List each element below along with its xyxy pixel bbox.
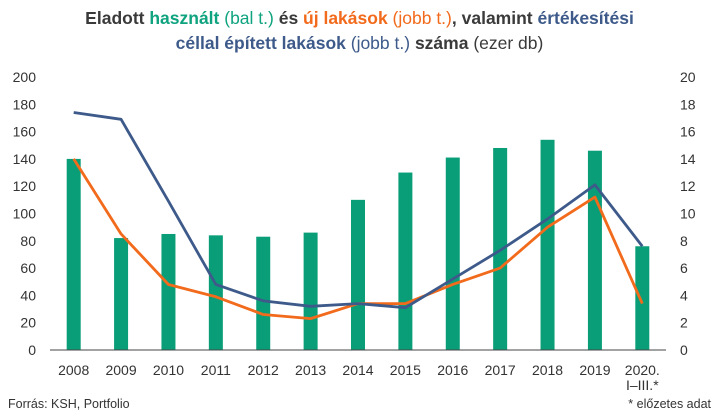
right-axis-tick-label: 2	[680, 315, 688, 331]
bar-used-homes	[66, 158, 81, 350]
left-axis-tick-label: 60	[20, 260, 36, 276]
x-axis-tick-label: 2017	[485, 362, 516, 378]
left-axis-tick-label: 180	[13, 96, 37, 112]
preliminary-note: * előzetes adat	[628, 397, 711, 411]
chart-title-line-1: Eladott használt (bal t.) és új lakások …	[0, 6, 719, 31]
x-axis-tick-label: 2020. I–III.*	[625, 362, 660, 393]
title-line1-segment-1: használt	[149, 8, 220, 28]
x-axis-tick-label: 2016	[437, 362, 468, 378]
bar-used-homes	[351, 199, 365, 350]
left-axis-tick-label: 100	[13, 206, 37, 222]
left-axis-tick-label: 120	[13, 178, 37, 194]
x-axis-tick-label: 2015	[390, 362, 421, 378]
x-axis-tick-label: 2008	[58, 362, 89, 378]
title-line1-segment-0: Eladott	[85, 8, 150, 28]
chart-title-line-2: céllal épített lakások (jobb t.) száma (…	[0, 31, 719, 56]
left-axis-tick-label: 80	[20, 233, 36, 249]
title-line1-segment-3: és	[273, 8, 304, 28]
right-axis-tick-label: 18	[680, 96, 696, 112]
right-axis-tick-label: 14	[680, 151, 696, 167]
bar-used-homes	[445, 157, 460, 350]
title-line2-segment-0: céllal épített lakások	[175, 33, 346, 53]
right-axis-tick-label: 12	[680, 178, 696, 194]
bar-used-homes	[303, 232, 318, 350]
bar-used-homes	[635, 246, 650, 350]
title-line1-segment-4: új lakások	[303, 8, 388, 28]
source-note: Forrás: KSH, Portfolio	[8, 397, 130, 411]
right-axis-tick-label: 8	[680, 233, 688, 249]
left-axis-tick-label: 0	[28, 342, 36, 358]
right-axis-tick-label: 4	[680, 287, 688, 303]
title-line2-segment-1: (jobb t.)	[345, 33, 411, 53]
bar-used-homes	[208, 235, 223, 350]
bar-used-homes	[398, 172, 413, 350]
right-axis-tick-label: 10	[680, 206, 696, 222]
right-axis-tick-label: 16	[680, 124, 696, 140]
title-line1-segment-2: (bal t.)	[219, 8, 274, 28]
bar-used-homes	[587, 150, 602, 350]
x-axis-tick-label: 2018	[532, 362, 563, 378]
x-axis-tick-label: 2012	[248, 362, 279, 378]
x-axis-tick-label: 2014	[342, 362, 373, 378]
title-line1-segment-5: (jobb t.)	[387, 8, 452, 28]
left-axis-tick-label: 20	[20, 315, 36, 331]
x-axis-tick-label: 2010	[153, 362, 184, 378]
bar-used-homes	[161, 233, 176, 350]
title-line1-segment-6: , valamint	[451, 8, 538, 28]
x-axis-tick-label: 2011	[201, 362, 231, 378]
title-line2-segment-3: (ezer db)	[468, 33, 544, 53]
bar-used-homes	[256, 236, 271, 350]
left-axis-tick-label: 200	[13, 69, 37, 85]
bar-used-homes	[114, 238, 129, 350]
right-axis-tick-label: 20	[680, 69, 696, 85]
bar-used-homes	[540, 139, 555, 350]
title-line1-segment-7: értékesítési	[537, 8, 634, 28]
right-axis-tick-label: 6	[680, 260, 688, 276]
x-axis-tick-label: 2009	[105, 362, 136, 378]
title-line2-segment-2: száma	[410, 33, 469, 53]
left-axis-tick-label: 140	[13, 151, 37, 167]
chart-title: Eladott használt (bal t.) és új lakások …	[0, 6, 719, 56]
x-axis-tick-label: 2013	[295, 362, 326, 378]
left-axis-tick-label: 160	[13, 124, 37, 140]
right-axis-tick-label: 0	[680, 342, 688, 358]
x-axis-tick-label: 2019	[579, 362, 610, 378]
line-built-for-sale	[73, 111, 644, 310]
left-axis-tick-label: 40	[20, 287, 36, 303]
